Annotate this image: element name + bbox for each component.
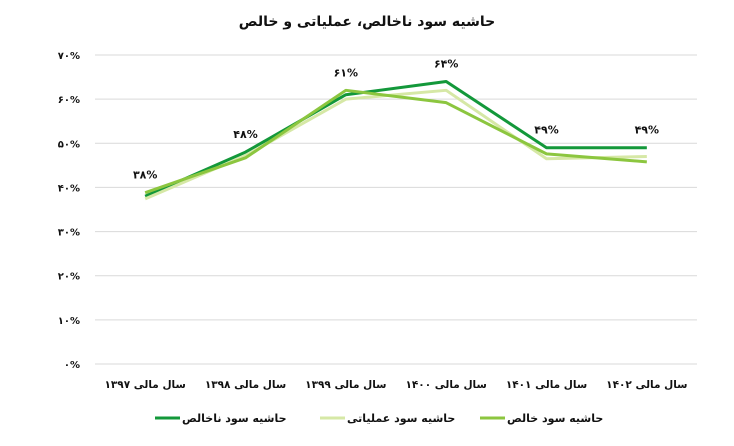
x-tick-label: سال مالی ۱۴۰۲ — [606, 379, 687, 391]
y-tick-label: ۷۰% — [58, 51, 80, 62]
x-tick-label: سال مالی ۱۴۰۱ — [506, 379, 587, 391]
data-label: ۶۱% — [334, 66, 358, 79]
y-tick-label: ۵۰% — [58, 139, 80, 150]
series-line — [144, 88, 647, 195]
x-tick-label: سال مالی ۱۳۹۹ — [305, 379, 386, 391]
data-label: ۶۴% — [434, 57, 458, 70]
data-label: ۴۹% — [635, 124, 659, 137]
data-label: ۳۸% — [133, 169, 157, 182]
legend-label: حاشیه سود عملیاتی — [347, 412, 455, 425]
y-tick-label: ۴۰% — [58, 183, 80, 194]
legend-label: حاشیه سود ناخالص — [182, 412, 287, 425]
data-label: ۴۸% — [233, 128, 257, 141]
y-tick-label: ۳۰% — [58, 228, 80, 239]
series-line — [144, 79, 647, 198]
data-label: ۴۹% — [534, 124, 558, 137]
chart-title: حاشیه سود ناخالص، عملیاتی و خالص — [239, 14, 495, 30]
y-tick-label: ۲۰% — [58, 272, 80, 283]
x-tick-label: سال مالی ۱۳۹۸ — [205, 379, 286, 391]
series-line — [144, 88, 647, 201]
x-tick-label: سال مالی ۱۳۹۷ — [104, 379, 185, 391]
y-tick-label: ۶۰% — [58, 95, 80, 106]
y-tick-label: ۱۰% — [58, 316, 80, 327]
y-tick-label: ۰% — [64, 360, 80, 371]
x-tick-label: سال مالی ۱۴۰۰ — [405, 379, 486, 391]
legend-label: حاشیه سود خالص — [507, 412, 603, 425]
